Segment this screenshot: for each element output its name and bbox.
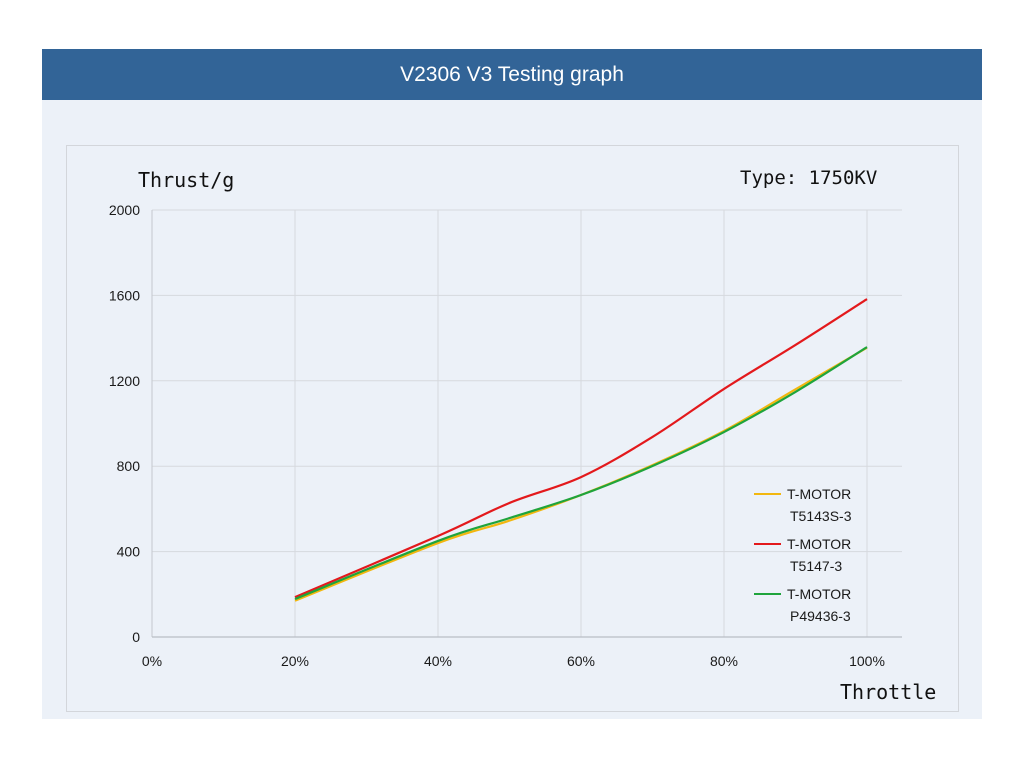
series-lines bbox=[294, 298, 868, 602]
y-axis-label: Thrust/g bbox=[138, 168, 234, 192]
plot-frame bbox=[66, 145, 959, 712]
x-axis-label: Throttle bbox=[840, 680, 936, 704]
legend-label-model: T5147-3 bbox=[790, 558, 842, 574]
type-annotation: Type: 1750KV bbox=[740, 167, 877, 189]
x-tick-label: 80% bbox=[710, 653, 738, 669]
x-tick-label: 40% bbox=[424, 653, 452, 669]
chart-title: V2306 V3 Testing graph bbox=[400, 62, 624, 86]
y-tick-label: 2000 bbox=[109, 202, 140, 218]
legend: T-MOTOR T5143S-3 T-MOTOR T5147-3 T-MOTOR P494… bbox=[754, 486, 852, 624]
legend-label-model: P49436-3 bbox=[790, 608, 851, 624]
series-line-2 bbox=[294, 298, 868, 599]
y-tick-label: 800 bbox=[117, 458, 141, 474]
y-tick-label: 1600 bbox=[109, 287, 140, 303]
grid bbox=[152, 209, 902, 637]
x-tick-label: 0% bbox=[142, 653, 162, 669]
series-line-3 bbox=[294, 346, 868, 601]
axes bbox=[151, 210, 902, 638]
legend-label: T-MOTOR bbox=[787, 536, 851, 552]
y-tick-label: 1200 bbox=[109, 373, 140, 389]
chart-header: V2306 V3 Testing graph bbox=[42, 49, 982, 100]
legend-label: T-MOTOR bbox=[787, 586, 851, 602]
x-tick-label: 100% bbox=[849, 653, 885, 669]
y-tick-label: 0 bbox=[132, 629, 140, 645]
y-tick-label: 400 bbox=[117, 544, 141, 560]
legend-label: T-MOTOR bbox=[787, 486, 851, 502]
x-tick-label: 20% bbox=[281, 653, 309, 669]
legend-label-model: T5143S-3 bbox=[790, 508, 852, 524]
tick-labels: 0 400 800 1200 1600 2000 0% 20% 40% 60% 80% 100% bbox=[109, 202, 885, 669]
x-tick-label: 60% bbox=[567, 653, 595, 669]
